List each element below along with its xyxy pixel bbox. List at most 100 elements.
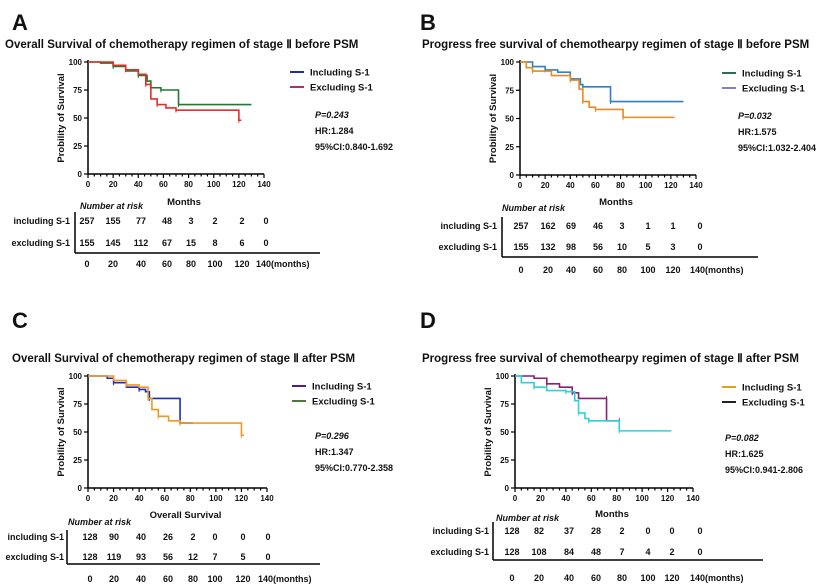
risk-count: 90 xyxy=(109,532,119,542)
x-tick-label: 60 xyxy=(160,494,169,503)
risk-time-label: 120 xyxy=(664,573,679,583)
risk-count: 0 xyxy=(697,547,702,557)
risk-count: 2 xyxy=(239,216,244,226)
survival-curve-including xyxy=(520,61,684,103)
risk-count: 56 xyxy=(163,552,173,562)
p-value: P=0.082 xyxy=(725,433,759,443)
legend-label: Including S-1 xyxy=(742,69,802,80)
x-tick-label: 120 xyxy=(664,181,678,190)
risk-count: 3 xyxy=(188,216,193,226)
risk-count: 4 xyxy=(645,547,650,557)
y-tick-label: 25 xyxy=(505,143,514,152)
hazard-ratio: HR:1.347 xyxy=(315,447,354,457)
risk-time-label: 140(months) xyxy=(258,574,312,584)
risk-time-label: 40 xyxy=(566,265,576,275)
y-tick-label: 100 xyxy=(69,58,83,67)
y-tick-label: 75 xyxy=(73,400,82,409)
risk-count: 0 xyxy=(697,221,702,231)
risk-count: 0 xyxy=(263,216,268,226)
risk-count: 6 xyxy=(239,238,244,248)
risk-count: 7 xyxy=(212,552,217,562)
x-tick-label: 20 xyxy=(109,180,118,189)
x-tick-label: 0 xyxy=(518,181,523,190)
risk-count: 2 xyxy=(619,526,624,536)
risk-time-label: 0 xyxy=(84,259,89,269)
y-axis-label: Probility of Survival xyxy=(488,74,499,163)
hazard-ratio: HR:1.575 xyxy=(738,127,777,137)
risk-count: 10 xyxy=(617,242,627,252)
risk-count: 0 xyxy=(265,552,270,562)
legend-label: Including S-1 xyxy=(742,383,802,394)
risk-table-heading: Number at risk xyxy=(502,203,566,213)
y-tick-label: 75 xyxy=(500,400,509,409)
risk-count: 84 xyxy=(564,547,574,557)
x-tick-label: 20 xyxy=(109,494,118,503)
legend-label: Including S-1 xyxy=(312,382,372,393)
risk-row-label: including S-1 xyxy=(432,526,489,536)
confidence-interval: 95%CI:1.032-2.404 xyxy=(738,143,816,153)
risk-row-label: excluding S-1 xyxy=(430,547,489,557)
x-tick-label: 120 xyxy=(235,494,249,503)
risk-count: 67 xyxy=(162,238,172,248)
risk-count: 0 xyxy=(669,526,674,536)
y-tick-label: 100 xyxy=(501,58,515,67)
risk-row-label: including S-1 xyxy=(13,216,70,226)
x-tick-label: 40 xyxy=(134,180,143,189)
risk-time-label: 80 xyxy=(186,259,196,269)
panel-letter: B xyxy=(420,10,436,35)
risk-count: 0 xyxy=(263,238,268,248)
survival-curve-excluding xyxy=(515,375,672,432)
legend-label: Including S-1 xyxy=(310,68,370,79)
risk-count: 3 xyxy=(670,242,675,252)
risk-count: 48 xyxy=(591,547,601,557)
panel-letter: D xyxy=(420,308,436,333)
x-tick-label: 60 xyxy=(591,181,600,190)
risk-time-label: 100 xyxy=(207,574,222,584)
survival-curve-including xyxy=(88,61,252,106)
risk-count: 8 xyxy=(212,238,217,248)
risk-table-heading: Number at risk xyxy=(80,201,144,211)
risk-count: 108 xyxy=(531,547,546,557)
chart-title: Overall Survival of chemotherapy regimen… xyxy=(5,38,358,51)
y-tick-label: 50 xyxy=(500,428,509,437)
risk-time-label: 100 xyxy=(640,265,655,275)
risk-count: 0 xyxy=(697,526,702,536)
confidence-interval: 95%CI:0.941-2.806 xyxy=(725,465,803,475)
risk-time-label: 0 xyxy=(509,573,514,583)
risk-count: 0 xyxy=(240,532,245,542)
legend-label: Excluding S-1 xyxy=(742,398,806,409)
y-tick-label: 50 xyxy=(73,428,82,437)
risk-count: 26 xyxy=(163,532,173,542)
risk-time-label: 140(months) xyxy=(690,265,744,275)
risk-count: 128 xyxy=(82,552,97,562)
x-tick-label: 0 xyxy=(513,494,518,503)
risk-count: 257 xyxy=(513,221,528,231)
legend-label: Excluding S-1 xyxy=(312,397,376,408)
x-tick-label: 20 xyxy=(536,494,545,503)
x-tick-label: 140 xyxy=(686,494,700,503)
risk-count: 2 xyxy=(212,216,217,226)
x-tick-label: 40 xyxy=(566,181,575,190)
risk-count: 155 xyxy=(105,216,120,226)
risk-count: 5 xyxy=(645,242,650,252)
risk-time-label: 20 xyxy=(109,574,119,584)
confidence-interval: 95%CI:0.840-1.692 xyxy=(315,142,393,152)
y-tick-label: 0 xyxy=(510,171,515,180)
x-tick-label: 140 xyxy=(260,494,274,503)
risk-time-label: 80 xyxy=(617,265,627,275)
x-tick-label: 60 xyxy=(159,180,168,189)
risk-count: 1 xyxy=(670,221,675,231)
x-tick-label: 120 xyxy=(661,494,675,503)
x-tick-label: 80 xyxy=(186,494,195,503)
risk-table-heading: Number at risk xyxy=(496,513,560,523)
x-tick-label: 100 xyxy=(635,494,649,503)
survival-curve-including xyxy=(515,375,620,422)
x-tick-label: 80 xyxy=(184,180,193,189)
risk-time-label: 120 xyxy=(234,259,249,269)
risk-count: 0 xyxy=(265,532,270,542)
risk-count: 155 xyxy=(79,238,94,248)
risk-time-label: 60 xyxy=(162,259,172,269)
y-tick-label: 75 xyxy=(505,86,514,95)
